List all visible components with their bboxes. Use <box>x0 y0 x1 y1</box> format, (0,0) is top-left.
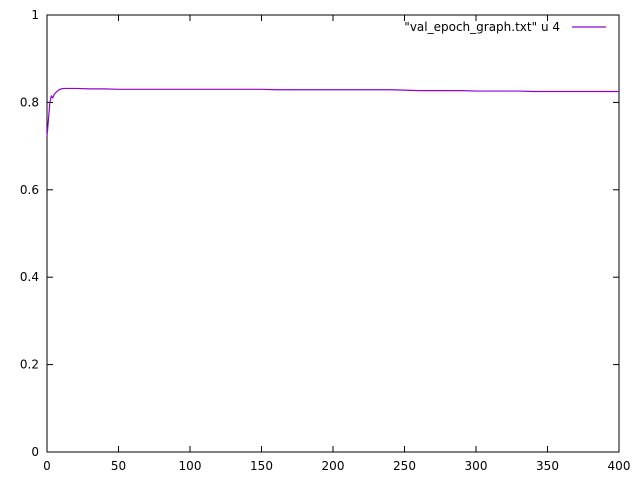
legend: "val_epoch_graph.txt" u 4 <box>404 20 606 34</box>
x-tick-label: 300 <box>465 459 488 473</box>
y-tick-label: 0.8 <box>20 95 39 109</box>
y-tick-label: 0.6 <box>20 183 39 197</box>
y-tick-label: 0.2 <box>20 358 39 372</box>
y-axis-ticks: 0 0.2 0.4 0.6 0.8 1 <box>20 8 619 459</box>
x-tick-label: 100 <box>179 459 202 473</box>
x-tick-label: 200 <box>322 459 345 473</box>
x-axis-ticks: 0 50 100 150 200 250 300 350 400 <box>43 15 630 473</box>
x-tick-label: 50 <box>111 459 126 473</box>
series-layer <box>46 87 619 137</box>
plot-border <box>46 14 620 453</box>
x-tick-label: 250 <box>393 459 416 473</box>
series-line-0 <box>46 87 619 137</box>
x-tick-label: 150 <box>250 459 273 473</box>
y-tick-label: 0.4 <box>20 270 39 284</box>
y-tick-label: 0 <box>31 445 39 459</box>
x-tick-label: 0 <box>43 459 51 473</box>
x-tick-label: 350 <box>536 459 559 473</box>
x-tick-label: 400 <box>608 459 631 473</box>
y-tick-label: 1 <box>31 8 39 22</box>
legend-label: "val_epoch_graph.txt" u 4 <box>404 20 560 34</box>
